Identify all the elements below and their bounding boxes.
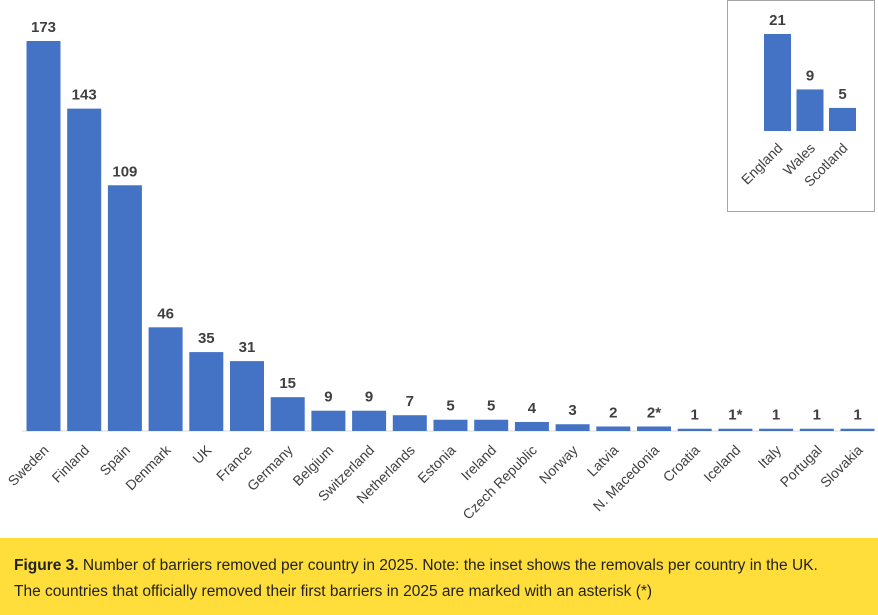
bar-switzerland bbox=[352, 410, 387, 431]
data-label-estonia: 5 bbox=[446, 398, 454, 415]
data-label-france: 31 bbox=[239, 339, 256, 356]
bar-uk bbox=[189, 352, 224, 431]
caption-text-line1: Number of barriers removed per country i… bbox=[78, 557, 818, 574]
bar-germany bbox=[270, 397, 305, 431]
bar-france bbox=[230, 361, 264, 431]
tick-label-croatia: Croatia bbox=[660, 442, 703, 485]
tick-label-latvia: Latvia bbox=[584, 442, 622, 480]
data-label-czech-republic: 4 bbox=[528, 400, 537, 417]
tick-label-denmark: Denmark bbox=[122, 441, 174, 493]
bar-italy bbox=[759, 428, 794, 431]
bar-estonia bbox=[433, 419, 468, 431]
tick-label-norway: Norway bbox=[536, 442, 581, 487]
inset-bar-scotland bbox=[829, 107, 856, 131]
data-label-portugal: 1 bbox=[813, 407, 821, 424]
data-label-spain: 109 bbox=[112, 163, 137, 180]
bar-norway bbox=[555, 424, 590, 431]
tick-label-estonia: Estonia bbox=[414, 442, 458, 486]
tick-label-finland: Finland bbox=[49, 442, 93, 486]
bar-portugal bbox=[799, 428, 834, 431]
caption-label: Figure 3. bbox=[14, 557, 79, 574]
inset-bar-wales bbox=[796, 89, 824, 131]
bar-czech-republic bbox=[514, 421, 549, 431]
data-label-netherlands: 7 bbox=[406, 393, 414, 410]
data-label-norway: 3 bbox=[568, 402, 576, 419]
data-label-latvia: 2 bbox=[609, 404, 617, 421]
data-label-slovakia: 1 bbox=[853, 407, 861, 424]
bar-denmark bbox=[148, 327, 183, 431]
bar-ireland bbox=[474, 419, 509, 431]
inset-data-label-england: 21 bbox=[769, 12, 786, 29]
inset-data-label-wales: 9 bbox=[806, 67, 814, 84]
bar-belgium bbox=[311, 410, 346, 431]
tick-label-portugal: Portugal bbox=[777, 442, 825, 490]
data-label-croatia: 1 bbox=[691, 407, 699, 424]
caption-text-line2: The countries that officially removed th… bbox=[14, 583, 653, 600]
tick-label-iceland: Iceland bbox=[700, 442, 743, 485]
data-label-italy: 1 bbox=[772, 407, 780, 424]
data-label-n-macedonia: 2* bbox=[647, 404, 661, 421]
data-label-switzerland: 9 bbox=[365, 389, 373, 406]
data-label-sweden: 173 bbox=[31, 19, 56, 36]
bar-latvia bbox=[596, 426, 631, 431]
data-label-finland: 143 bbox=[72, 87, 97, 104]
bar-n-macedonia bbox=[637, 426, 671, 431]
data-label-belgium: 9 bbox=[324, 389, 332, 406]
main-bar-chart: 173Sweden143Finland109Spain46Denmark35UK… bbox=[5, 19, 875, 523]
inset-tick-label-england: England bbox=[738, 140, 786, 188]
data-label-iceland: 1* bbox=[728, 407, 742, 424]
tick-label-slovakia: Slovakia bbox=[817, 442, 866, 491]
uk-inset-panel: 21 England 9 Wales 5 Scotland bbox=[727, 0, 875, 212]
figure-caption: Figure 3. Number of barriers removed per… bbox=[0, 538, 878, 615]
inset-data-label-scotland: 5 bbox=[838, 86, 846, 103]
bar-spain bbox=[107, 185, 142, 431]
tick-label-spain: Spain bbox=[96, 442, 133, 479]
bar-sweden bbox=[26, 41, 61, 431]
inset-bar-england bbox=[764, 34, 791, 131]
tick-label-uk: UK bbox=[189, 441, 215, 467]
chart-area: 173 Sweden 143 Finland 109 Spain 46 Denmark 35 UK… bbox=[5, 0, 875, 523]
data-label-germany: 15 bbox=[279, 375, 296, 392]
bar-slovakia bbox=[840, 428, 875, 431]
bar-finland bbox=[67, 108, 102, 431]
bar-croatia bbox=[677, 428, 712, 431]
tick-label-sweden: Sweden bbox=[5, 442, 52, 489]
tick-label-czech-republic: Czech Republic bbox=[459, 442, 540, 523]
data-label-uk: 35 bbox=[198, 330, 215, 347]
data-label-ireland: 5 bbox=[487, 398, 495, 415]
bar-iceland bbox=[718, 428, 753, 431]
tick-label-italy: Italy bbox=[755, 442, 784, 471]
bar-netherlands bbox=[392, 415, 427, 431]
data-label-denmark: 46 bbox=[157, 305, 174, 322]
